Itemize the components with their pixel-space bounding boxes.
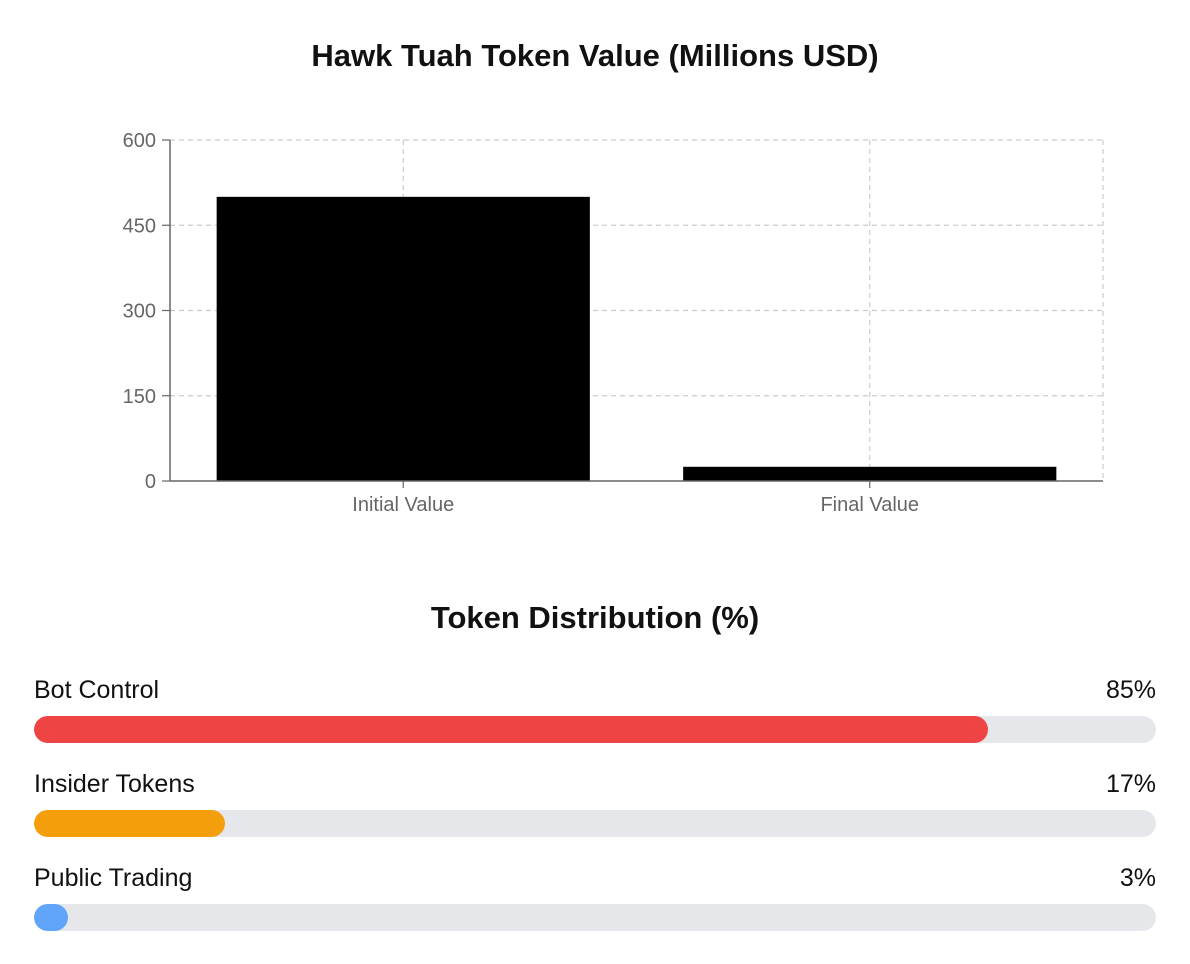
chart-axes [162,139,1103,488]
chart-bars [216,196,1057,482]
progress-fill [34,904,68,931]
x-tick-label: Final Value [820,494,919,516]
bar-final-value [683,466,1057,481]
bar-chart: 0 150 300 450 600 Initial Value Final Value [123,130,1104,516]
distribution-item-insider-tokens: Insider Tokens 17% [34,764,1156,858]
distribution-label: Public Trading [34,863,193,892]
distribution-value: 3% [1119,863,1156,892]
x-tick-label: Initial Value [352,494,454,516]
progress-track [34,904,1156,931]
y-tick-label: 300 [123,301,156,323]
bar-initial-value [216,196,590,482]
distribution-item-bot-control: Bot Control 85% [34,670,1156,764]
chart-tick-labels: 0 150 300 450 600 Initial Value Final Value [123,130,919,516]
progress-fill [34,716,988,743]
y-tick-label: 450 [123,215,156,237]
y-tick-label: 150 [123,386,156,408]
progress-track [34,810,1156,837]
distribution-label: Insider Tokens [34,769,195,798]
distribution-label: Bot Control [34,675,160,704]
distribution-value: 85% [1105,675,1156,704]
distribution-list: Bot Control 85% Insider Tokens 17% Publi… [34,670,1156,952]
y-tick-label: 600 [123,130,156,152]
distribution-item-public-trading: Public Trading 3% [34,858,1156,952]
progress-fill [34,810,225,837]
chart-title: Hawk Tuah Token Value (Millions USD) [311,38,879,73]
y-tick-label: 0 [145,471,156,493]
progress-track [34,716,1156,743]
distribution-value: 17% [1105,769,1156,798]
distribution-title: Token Distribution (%) [430,600,760,635]
